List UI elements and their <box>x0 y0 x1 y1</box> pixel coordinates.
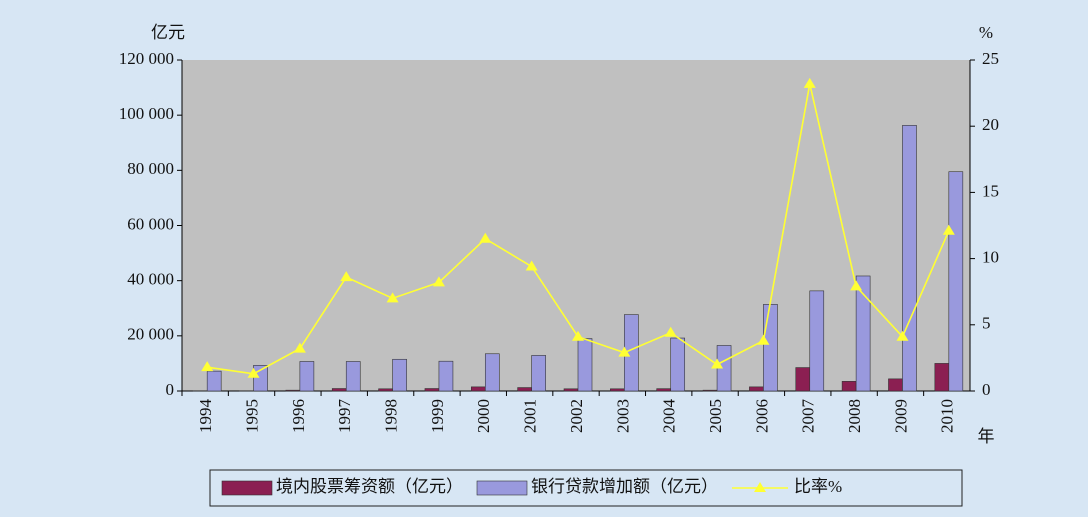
x-tick-label: 2006 <box>752 399 771 433</box>
y2-tick-label: 0 <box>982 380 991 399</box>
line-marker <box>525 260 538 271</box>
y-axis-unit: 亿元 <box>151 23 185 42</box>
y2-tick-label: 10 <box>982 248 999 267</box>
line-marker <box>340 271 353 282</box>
legend-label: 境内股票筹资额（亿元） <box>276 477 463 496</box>
line-marker <box>572 330 584 341</box>
y2-tick-label: 5 <box>982 314 991 333</box>
x-tick-label: 2000 <box>474 399 493 433</box>
bar <box>934 363 950 392</box>
bar <box>855 275 871 392</box>
bar <box>345 361 361 392</box>
x-axis-unit: 年 <box>978 427 995 446</box>
line-marker <box>711 358 724 369</box>
x-tick-label: 2007 <box>799 399 818 434</box>
bar <box>763 304 778 392</box>
bar <box>438 360 454 392</box>
x-tick-label: 2009 <box>891 399 910 433</box>
y-tick-label: 40 000 <box>127 270 174 289</box>
bar <box>285 389 301 392</box>
bar <box>656 388 672 392</box>
line-marker <box>479 232 492 243</box>
bar <box>470 386 486 392</box>
line-marker <box>618 346 631 357</box>
bar <box>610 388 625 392</box>
bar <box>424 388 440 392</box>
bar <box>392 358 407 392</box>
x-tick-label: 2002 <box>567 399 586 433</box>
legend-label: 银行贷款增加额（亿元） <box>531 477 718 496</box>
y-tick-label: 80 000 <box>127 159 174 178</box>
bar <box>331 388 347 392</box>
bar <box>841 381 857 392</box>
plot-area <box>182 60 970 391</box>
y-tick-label: 60 000 <box>127 214 174 233</box>
line-marker <box>432 276 445 287</box>
bar <box>206 370 222 392</box>
legend-swatch <box>221 480 273 496</box>
line-marker <box>942 224 955 235</box>
y2-axis-unit: % <box>979 23 993 42</box>
bar <box>888 378 903 392</box>
y2-tick-label: 15 <box>982 181 999 200</box>
bar <box>809 290 825 392</box>
x-tick-label: 2001 <box>521 399 540 433</box>
y-tick-label: 100 000 <box>119 104 174 123</box>
x-tick-label: 2008 <box>845 399 864 433</box>
legend-label: 比率% <box>794 477 842 496</box>
line-marker <box>664 326 677 337</box>
line-marker <box>896 330 909 341</box>
x-tick-label: 1995 <box>242 399 261 433</box>
bar <box>531 355 546 392</box>
y-tick-label: 0 <box>166 380 175 399</box>
bar <box>902 125 917 392</box>
bar <box>378 388 393 392</box>
bar <box>702 389 718 392</box>
bar <box>299 361 315 392</box>
y2-tick-label: 25 <box>982 49 999 68</box>
x-tick-label: 2003 <box>613 399 632 433</box>
x-tick-label: 1998 <box>381 399 400 433</box>
y-tick-label: 120 000 <box>119 49 174 68</box>
line-marker <box>803 77 816 88</box>
x-tick-label: 2010 <box>938 399 957 433</box>
x-tick-label: 1994 <box>196 399 215 434</box>
x-tick-label: 2004 <box>660 399 679 434</box>
bar <box>563 388 579 392</box>
legend-swatch <box>476 480 528 496</box>
bar <box>517 387 532 392</box>
bar <box>795 367 811 392</box>
bar <box>670 337 686 392</box>
line-marker <box>201 361 214 372</box>
line-marker <box>247 367 260 378</box>
bar <box>749 386 764 392</box>
line-marker <box>850 280 863 291</box>
bar <box>948 171 964 392</box>
y2-tick-label: 20 <box>982 115 999 134</box>
x-tick-label: 1999 <box>428 399 447 433</box>
legend-marker <box>754 482 766 492</box>
legend-box <box>209 469 963 507</box>
x-tick-label: 1997 <box>335 399 354 434</box>
bar <box>577 338 593 392</box>
bar <box>484 353 500 392</box>
line-marker <box>757 334 770 345</box>
y-tick-label: 20 000 <box>127 325 174 344</box>
x-tick-label: 1996 <box>289 399 308 433</box>
line-marker <box>293 342 306 353</box>
line-marker <box>386 292 399 303</box>
x-tick-label: 2005 <box>706 399 725 433</box>
